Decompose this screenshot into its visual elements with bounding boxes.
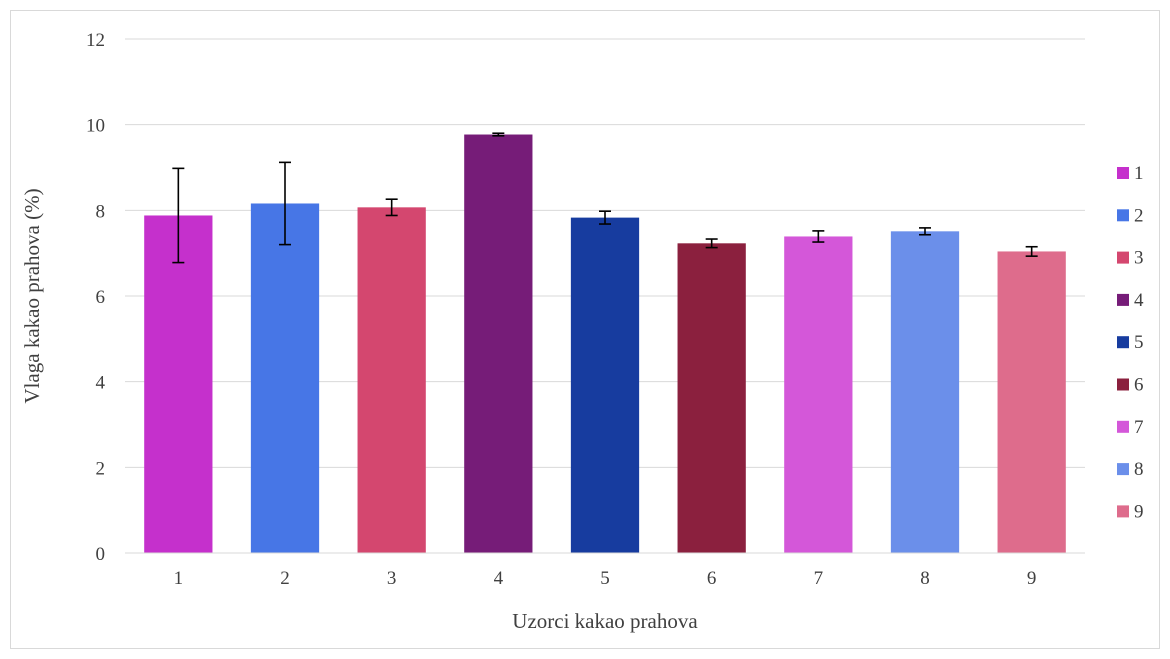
- legend-label: 9: [1134, 501, 1144, 522]
- error-bar-7: [812, 230, 825, 243]
- legend-item-9: 9: [1117, 501, 1144, 522]
- error-bars: [172, 132, 1038, 264]
- x-tick-label: 3: [387, 568, 397, 589]
- legend-swatch: [1117, 336, 1129, 349]
- legend-swatch: [1117, 420, 1129, 433]
- y-tick-label: 0: [96, 544, 106, 565]
- legend-swatch: [1117, 251, 1129, 264]
- legend-label: 5: [1134, 332, 1144, 353]
- legend-item-3: 3: [1117, 248, 1144, 269]
- legend-swatch: [1117, 378, 1129, 391]
- legend-label: 7: [1134, 417, 1144, 438]
- x-axis-ticks: 1 2 3 4 5 6 7 8 9: [174, 568, 1037, 589]
- x-tick-label: 6: [707, 568, 717, 589]
- y-tick-label: 2: [96, 458, 106, 479]
- legend-item-1: 1: [1117, 163, 1144, 184]
- x-axis-title: Uzorci kakao prahova: [512, 609, 698, 633]
- y-tick-label: 6: [96, 287, 106, 308]
- bar-2: [250, 203, 320, 554]
- legend-swatch: [1117, 463, 1129, 476]
- legend-label: 2: [1134, 205, 1144, 226]
- legend-label: 4: [1134, 290, 1144, 311]
- bar-5: [570, 217, 640, 554]
- y-axis-title: Vlaga kakao prahova (%): [20, 188, 44, 403]
- error-bar-8: [919, 227, 931, 236]
- x-tick-label: 7: [814, 568, 824, 589]
- legend-item-2: 2: [1117, 205, 1144, 226]
- error-bar-1: [172, 167, 185, 264]
- error-bar-3: [385, 198, 398, 217]
- bar-7: [784, 236, 853, 553]
- x-tick-label: 1: [174, 568, 184, 589]
- legend-swatch: [1117, 505, 1129, 518]
- y-tick-label: 10: [86, 116, 105, 137]
- legend-item-5: 5: [1117, 332, 1144, 353]
- legend-item-4: 4: [1117, 290, 1144, 311]
- x-tick-label: 8: [920, 568, 930, 589]
- bar-9: [997, 251, 1066, 553]
- error-bar-4: [492, 132, 505, 137]
- bar-6: [677, 243, 746, 553]
- error-bar-5: [599, 210, 611, 225]
- y-tick-label: 12: [86, 30, 105, 51]
- x-tick-label: 9: [1027, 568, 1037, 589]
- error-bar-6: [705, 238, 718, 249]
- bar-1: [144, 215, 213, 553]
- bar-3: [357, 207, 426, 553]
- legend-label: 8: [1134, 459, 1144, 480]
- bar-8: [890, 231, 960, 554]
- legend-swatch: [1117, 209, 1129, 222]
- legend: 1 2 3 4 5 6 7 8 9: [1117, 163, 1144, 522]
- x-tick-label: 4: [494, 568, 504, 589]
- legend-label: 1: [1134, 163, 1144, 184]
- error-bar-9: [1025, 245, 1038, 257]
- x-tick-label: 2: [280, 568, 290, 589]
- error-bar-2: [279, 161, 291, 246]
- legend-swatch: [1117, 293, 1129, 306]
- legend-item-7: 7: [1117, 417, 1144, 438]
- bars: [144, 134, 1066, 554]
- legend-item-8: 8: [1117, 459, 1144, 480]
- bar-4: [464, 134, 533, 554]
- x-tick-label: 5: [600, 568, 610, 589]
- legend-swatch: [1117, 167, 1129, 179]
- y-axis-ticks: 0 2 4 6 8 10 12: [86, 30, 106, 565]
- legend-label: 6: [1134, 375, 1144, 396]
- y-tick-label: 8: [96, 201, 106, 222]
- y-tick-label: 4: [96, 373, 106, 394]
- legend-label: 3: [1134, 248, 1144, 269]
- legend-item-6: 6: [1117, 375, 1144, 396]
